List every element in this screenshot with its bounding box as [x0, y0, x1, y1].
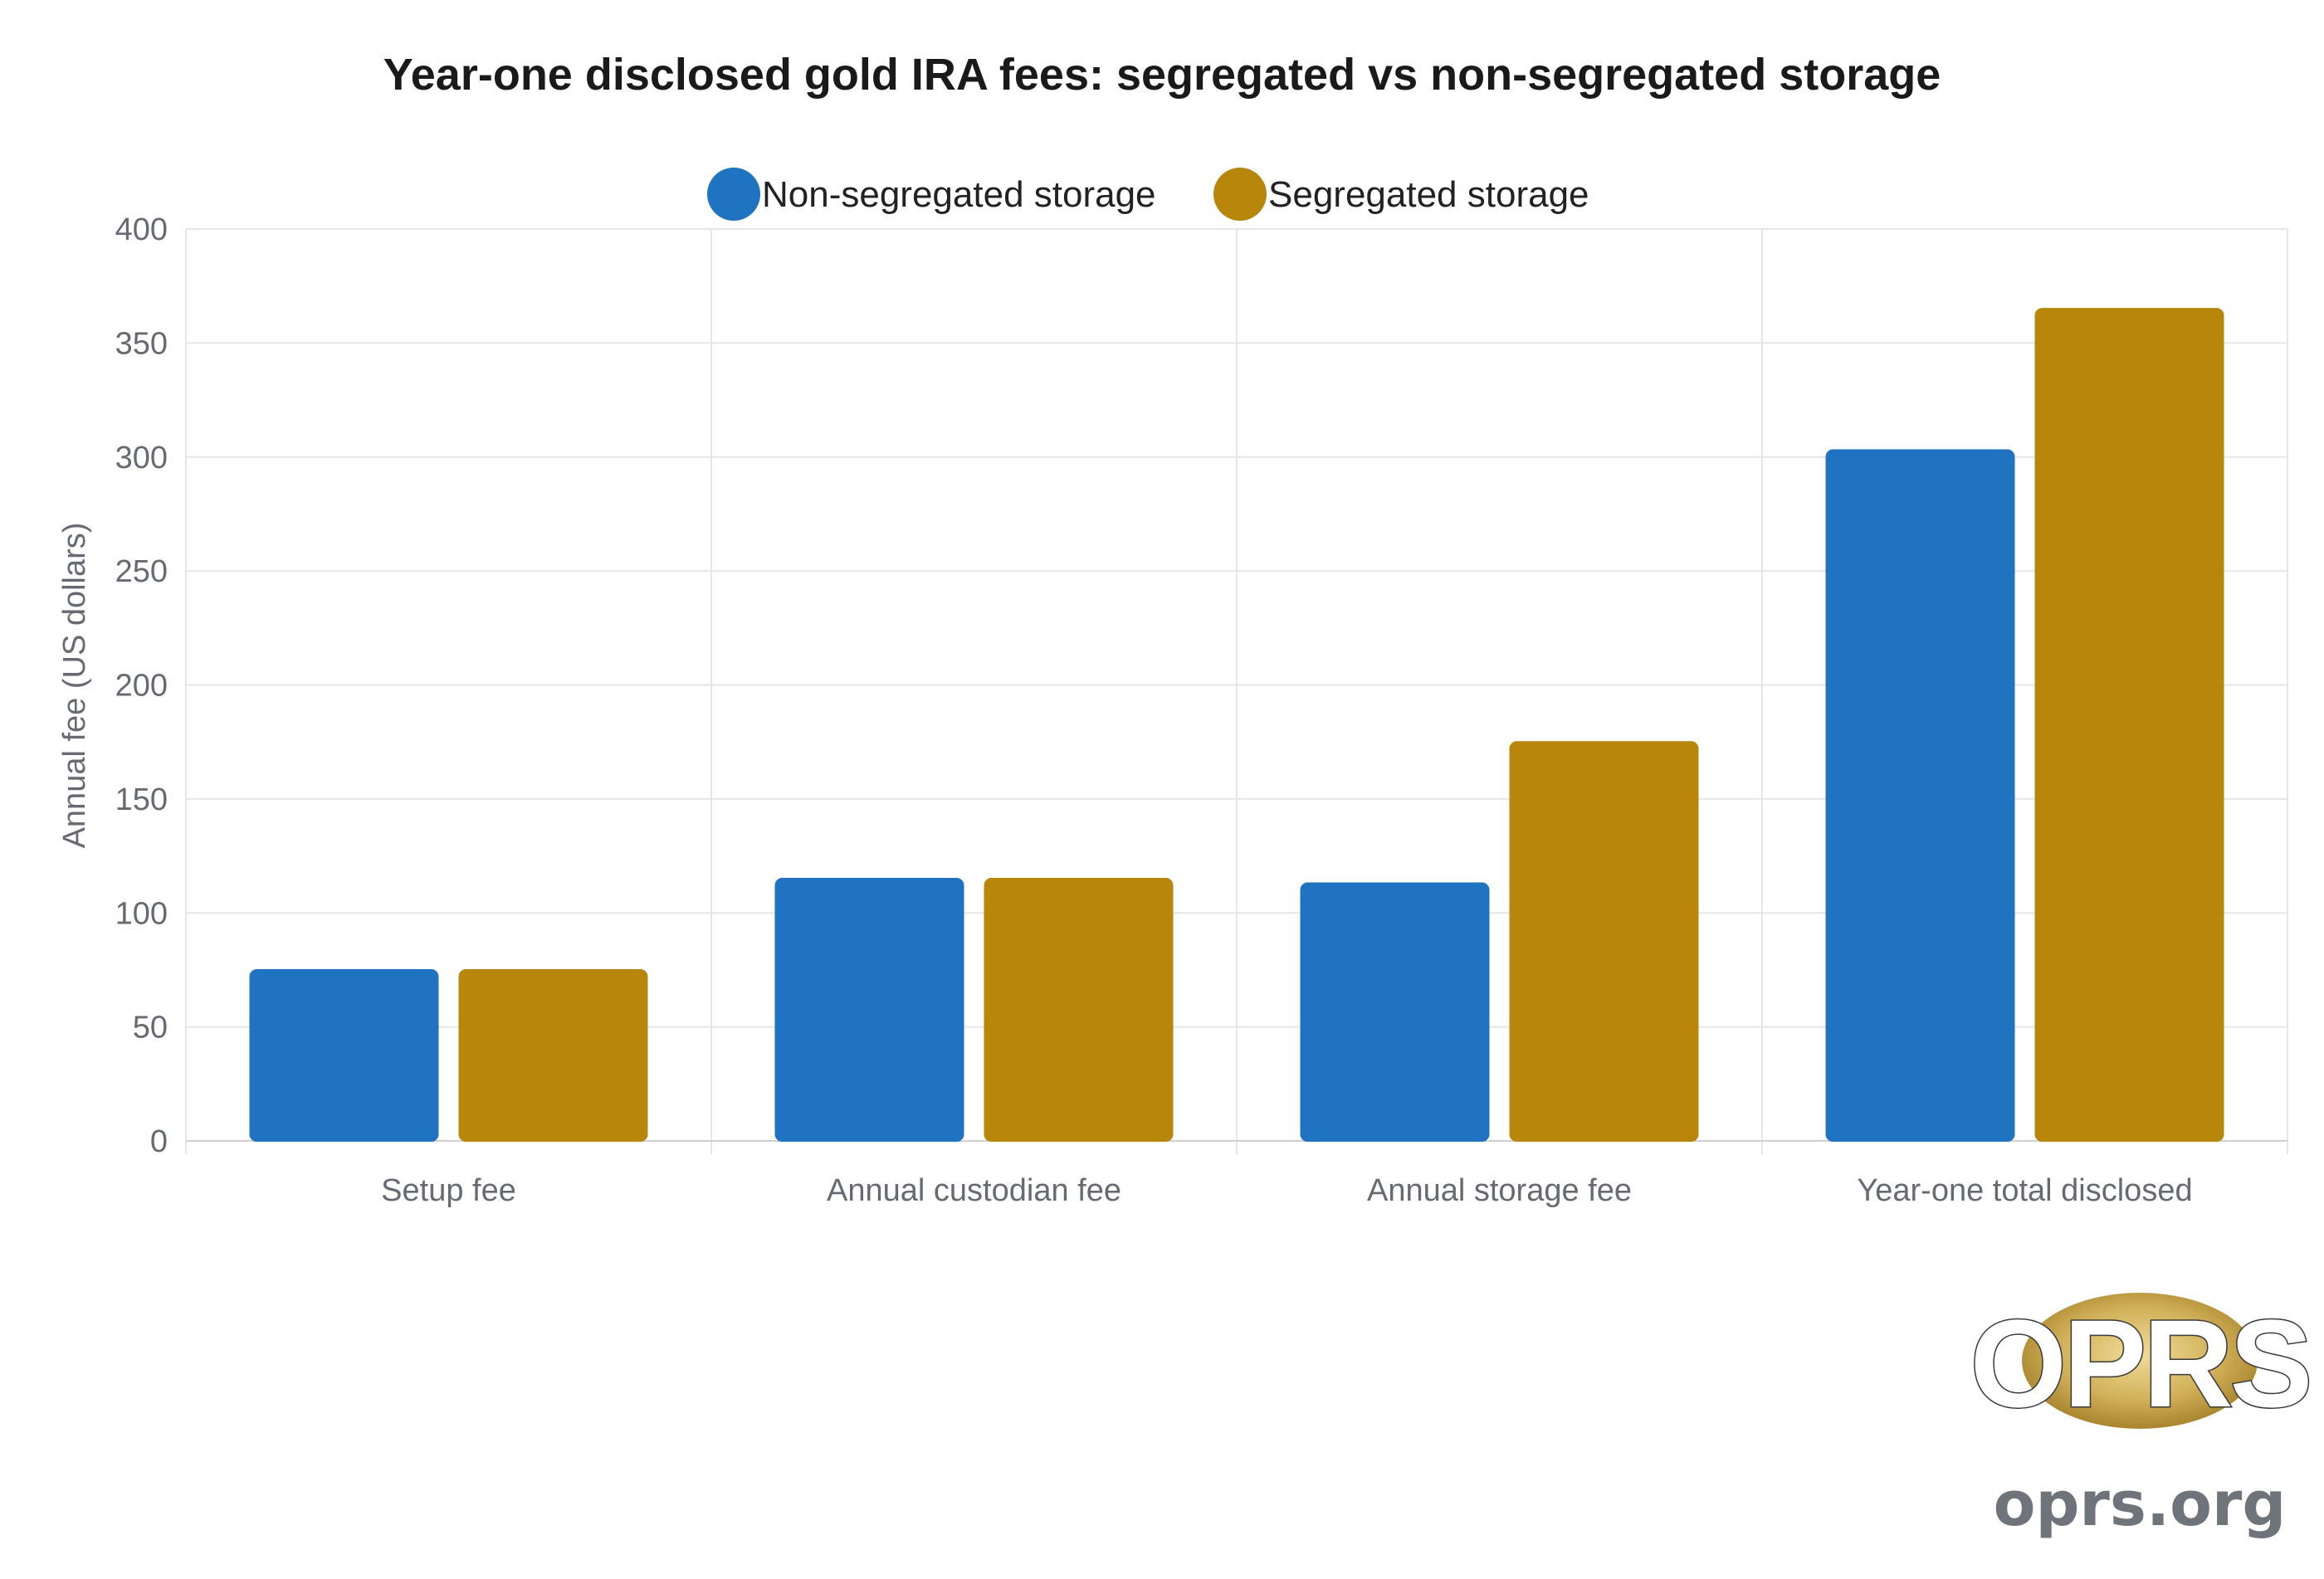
legend-label: Segregated storage [1268, 174, 1589, 215]
bar-non-segregated [774, 878, 964, 1142]
legend-item: Non-segregated storage [707, 168, 1156, 221]
bar-non-segregated [1300, 882, 1490, 1142]
bar-segregated [458, 968, 648, 1142]
bar-non-segregated [249, 968, 439, 1142]
chart-title: Year-one disclosed gold IRA fees: segreg… [383, 50, 1941, 100]
y-tick-label: 250 [115, 554, 168, 589]
y-axis-label: Annual fee (US dollars) [57, 523, 92, 849]
y-tick-label: 50 [133, 1011, 168, 1045]
gold-coin-icon [2022, 1293, 2258, 1429]
x-tick-label: Annual custodian fee [827, 1173, 1121, 1208]
vertical-gridlines [185, 229, 2288, 1154]
y-tick-label: 200 [115, 669, 168, 704]
oprs-logo: OPRS [1969, 1293, 2314, 1435]
x-tick-label: Setup fee [381, 1173, 516, 1208]
legend: Non-segregated storage Segregated storage [707, 168, 1589, 221]
y-tick-label: 400 [115, 212, 168, 247]
x-tick-label: Annual storage fee [1367, 1173, 1632, 1208]
site-url: oprs.org [1994, 1469, 2287, 1540]
logo-text: OPRS [1970, 1294, 2309, 1433]
legend-label: Non-segregated storage [762, 174, 1156, 215]
bar-segregated [1509, 741, 1699, 1142]
y-tick-label: 0 [150, 1124, 168, 1159]
legend-item: Segregated storage [1213, 168, 1589, 221]
bar-segregated [984, 878, 1174, 1142]
y-tick-label: 150 [115, 782, 168, 817]
x-axis-ticks: Setup fee Annual custodian fee Annual stor… [381, 1173, 2192, 1208]
bars [249, 308, 2224, 1143]
y-tick-label: 100 [115, 896, 168, 931]
bar-segregated [2034, 308, 2224, 1143]
bar-non-segregated [1825, 449, 2015, 1142]
x-tick-label: Year-one total disclosed [1857, 1173, 2192, 1208]
y-tick-label: 350 [115, 326, 168, 361]
y-axis-ticks: 0 50 100 150 200 250 300 350 400 [115, 212, 168, 1159]
y-tick-label: 300 [115, 441, 168, 475]
legend-swatch [707, 168, 760, 221]
legend-swatch [1213, 168, 1267, 221]
